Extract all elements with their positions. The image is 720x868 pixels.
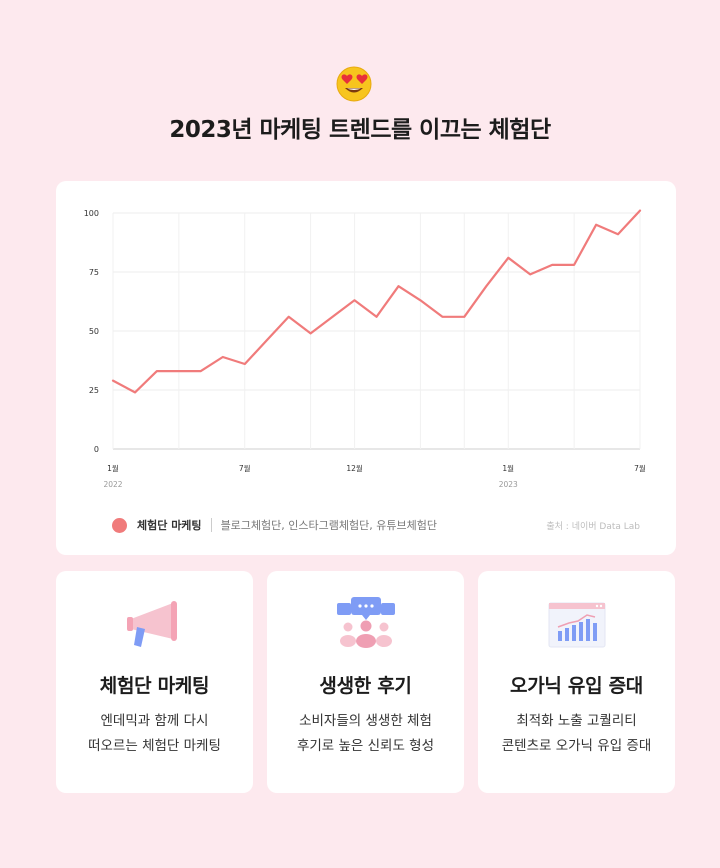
x-tick-label: 1월 [502,463,514,473]
legend-keywords: 블로그체험단, 인스타그램체험단, 유튜브체험단 [220,519,437,532]
x-tick-label: 1월 [107,463,119,473]
card-description: 최적화 노출 고퀄리티 콘텐츠로 오가닉 유입 증대 [478,709,675,759]
card-description-line: 콘텐츠로 오가닉 유입 증대 [501,738,652,754]
card-description-line: 엔데믹과 함께 다시 [100,713,209,729]
feature-card-reviews: 생생한 후기 소비자들의 생생한 체험 후기로 높은 신뢰도 형성 [267,571,464,793]
y-tick-label: 50 [89,327,99,336]
chart-card: 0 25 50 75 100 1월 2022 7월 12월 1월 2023 7월 체험단 마케팅 블로… [56,181,676,555]
heart-eyes-emoji-icon [336,66,372,102]
page-title: 2023년 마케팅 트렌드를 이끄는 체험단 [169,117,551,143]
card-description-line: 떠오르는 체험단 마케팅 [88,738,221,754]
x-tick-label: 7월 [239,463,251,473]
card-title: 생생한 후기 [319,675,412,697]
feature-card-marketing: 체험단 마케팅 엔데믹과 함께 다시 떠오르는 체험단 마케팅 [56,571,253,793]
community-chat-icon [336,597,395,648]
legend-divider [210,518,212,532]
chart-source: 출처 : 네이버 Data Lab [546,522,640,532]
card-title: 체험단 마케팅 [99,675,210,697]
y-tick-label: 75 [89,268,99,277]
feature-card-organic: 오가닉 유입 증대 최적화 노출 고퀄리티 콘텐츠로 오가닉 유입 증대 [478,571,675,793]
legend-swatch [112,517,127,533]
card-description-line: 최적화 노출 고퀄리티 [516,713,637,729]
card-description: 엔데믹과 함께 다시 떠오르는 체험단 마케팅 [56,709,253,759]
x-tick-label: 12월 [346,463,363,473]
line-chart: 0 25 50 75 100 1월 2022 7월 12월 1월 2023 7월 [84,209,646,489]
y-tick-label: 25 [89,386,99,395]
x-tick-year: 2023 [499,480,518,489]
card-description-line: 소비자들의 생생한 체험 [299,713,432,729]
x-tick-year: 2022 [103,480,122,489]
card-title: 오가닉 유입 증대 [510,675,643,697]
card-description: 소비자들의 생생한 체험 후기로 높은 신뢰도 형성 [267,709,464,759]
growth-chart-icon [548,602,605,648]
x-tick-label: 7월 [634,463,646,473]
card-description-line: 후기로 높은 신뢰도 형성 [296,738,435,754]
y-tick-label: 100 [84,209,99,218]
megaphone-icon [126,601,177,647]
y-tick-label: 0 [94,445,99,454]
chart-legend: 체험단 마케팅 블로그체험단, 인스타그램체험단, 유튜브체험단 [112,515,437,535]
legend-series-name: 체험단 마케팅 [137,519,202,532]
series-line [111,209,642,394]
